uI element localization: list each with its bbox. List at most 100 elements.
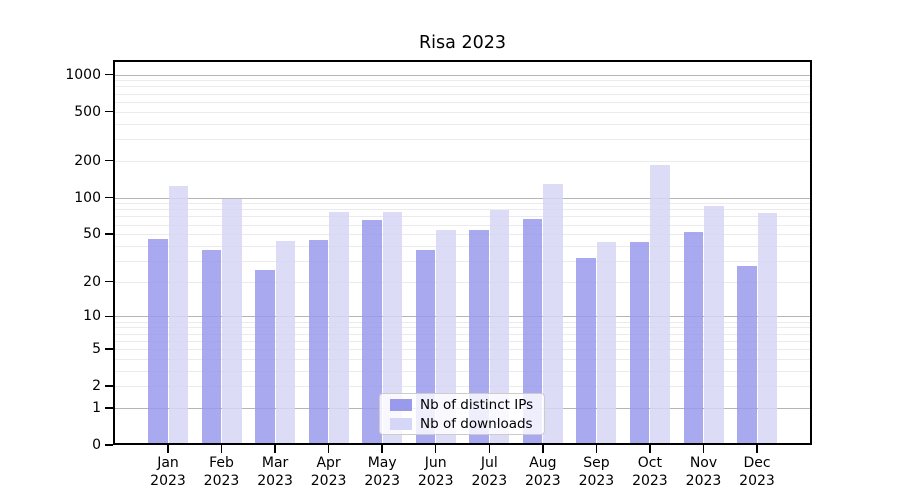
x-tick-label-oct: Oct 2023 [632,455,668,489]
bar-distinct-ips-dec [737,266,757,445]
bar-downloads-dec [757,212,777,445]
gridline-minor-20 [113,281,812,283]
gridline-minor-4 [113,358,812,360]
y-tick-label-200: 200 [74,152,101,169]
y-tick-5 [105,348,113,350]
bar-distinct-ips-jan [148,238,168,445]
plot-border-right [810,60,812,445]
x-tick-mar [274,445,276,453]
legend: Nb of distinct IPs Nb of downloads [379,393,545,435]
x-tick-label-may: May 2023 [364,455,400,489]
y-tick-label-50: 50 [83,226,101,243]
bar-distinct-ips-mar [255,270,275,445]
gridline-minor-2 [113,386,812,388]
gridline-major-1000 [113,74,812,76]
x-axis-line [113,443,812,445]
gridline-minor-700 [113,93,812,95]
bar-downloads-feb [222,198,242,445]
bar-downloads-sep [596,242,617,445]
y-axis-line [113,60,115,445]
x-tick-nov [702,445,705,453]
gridline-minor-9 [113,321,812,323]
y-tick-label-5: 5 [92,340,101,357]
y-tick-200 [105,159,113,162]
legend-swatch-downloads [390,417,412,430]
gridline-minor-600 [113,101,812,103]
bar-distinct-ips-sep [576,257,596,445]
x-tick-label-mar: Mar 2023 [257,455,293,489]
bar-downloads-aug [543,183,563,445]
bar-distinct-ips-apr [308,239,329,445]
gridline-major-10 [113,316,812,318]
y-tick-50 [105,233,113,235]
y-tick-label-0: 0 [92,437,101,453]
bar-distinct-ips-jul [469,230,489,445]
x-tick-may [381,445,383,453]
gridline-minor-500 [113,111,812,113]
y-tick-label-2: 2 [92,378,101,395]
bar-downloads-oct [650,165,670,445]
y-tick-label-10: 10 [83,308,101,325]
legend-swatch-distinct-ips [390,398,412,411]
bar-downloads-mar [275,240,296,445]
x-tick-label-nov: Nov 2023 [685,455,722,489]
y-tick-10 [105,315,113,318]
x-tick-label-sep: Sep 2023 [578,455,615,489]
legend-item-distinct-ips: Nb of distinct IPs [390,396,544,413]
x-tick-dec [756,445,758,453]
x-tick-jan [167,445,169,453]
y-tick-2 [105,385,113,387]
y-tick-20 [105,280,113,283]
gridline-minor-6 [113,340,812,342]
gridline-minor-40 [113,245,812,247]
y-tick-1 [105,407,113,409]
gridline-minor-5 [113,348,812,350]
x-tick-label-feb: Feb 2023 [203,455,240,489]
y-tick-label-500: 500 [74,103,101,120]
bar-downloads-jan [168,185,188,445]
x-tick-aug [542,445,544,453]
y-tick-100 [105,196,113,199]
x-tick-sep [595,445,598,453]
gridline-minor-7 [113,333,812,335]
gridline-major-100 [113,197,812,199]
x-tick-label-jun: Jun 2023 [417,455,454,489]
y-tick-0 [105,444,113,446]
bar-downloads-jul [489,210,510,445]
bar-distinct-ips-may [362,219,382,445]
bar-distinct-ips-aug [522,218,543,445]
x-tick-label-dec: Dec 2023 [739,455,775,489]
x-tick-label-aug: Aug 2023 [524,455,561,489]
gridline-minor-300 [113,138,812,140]
gridline-minor-200 [113,160,812,162]
bar-downloads-nov [704,206,724,445]
y-tick-label-1000: 1000 [65,66,101,83]
gridline-minor-70 [113,216,812,218]
x-tick-oct [649,445,651,453]
y-tick-1000 [105,73,113,76]
legend-item-downloads: Nb of downloads [390,415,544,432]
gridline-minor-900 [113,80,812,82]
y-tick-label-100: 100 [74,189,101,206]
gridline-minor-8 [113,327,812,329]
y-tick-500 [105,110,113,113]
x-tick-feb [220,445,223,453]
plot-border-top [113,60,812,62]
bar-downloads-jun [436,230,456,445]
legend-label-distinct-ips: Nb of distinct IPs [420,396,534,413]
gridline-minor-3 [113,370,812,372]
bar-downloads-may [382,212,403,445]
x-tick-jun [434,445,437,453]
gridline-minor-80 [113,209,812,211]
x-tick-apr [327,445,330,453]
gridline-minor-90 [113,203,812,205]
bar-distinct-ips-nov [683,232,703,445]
y-tick-label-1: 1 [92,399,101,416]
y-tick-label-20: 20 [83,273,101,290]
gridline-minor-30 [113,260,812,262]
x-tick-label-apr: Apr 2023 [310,455,347,489]
chart-title: Risa 2023 [419,33,506,53]
gridline-minor-800 [113,86,812,88]
bar-downloads-apr [329,212,349,445]
